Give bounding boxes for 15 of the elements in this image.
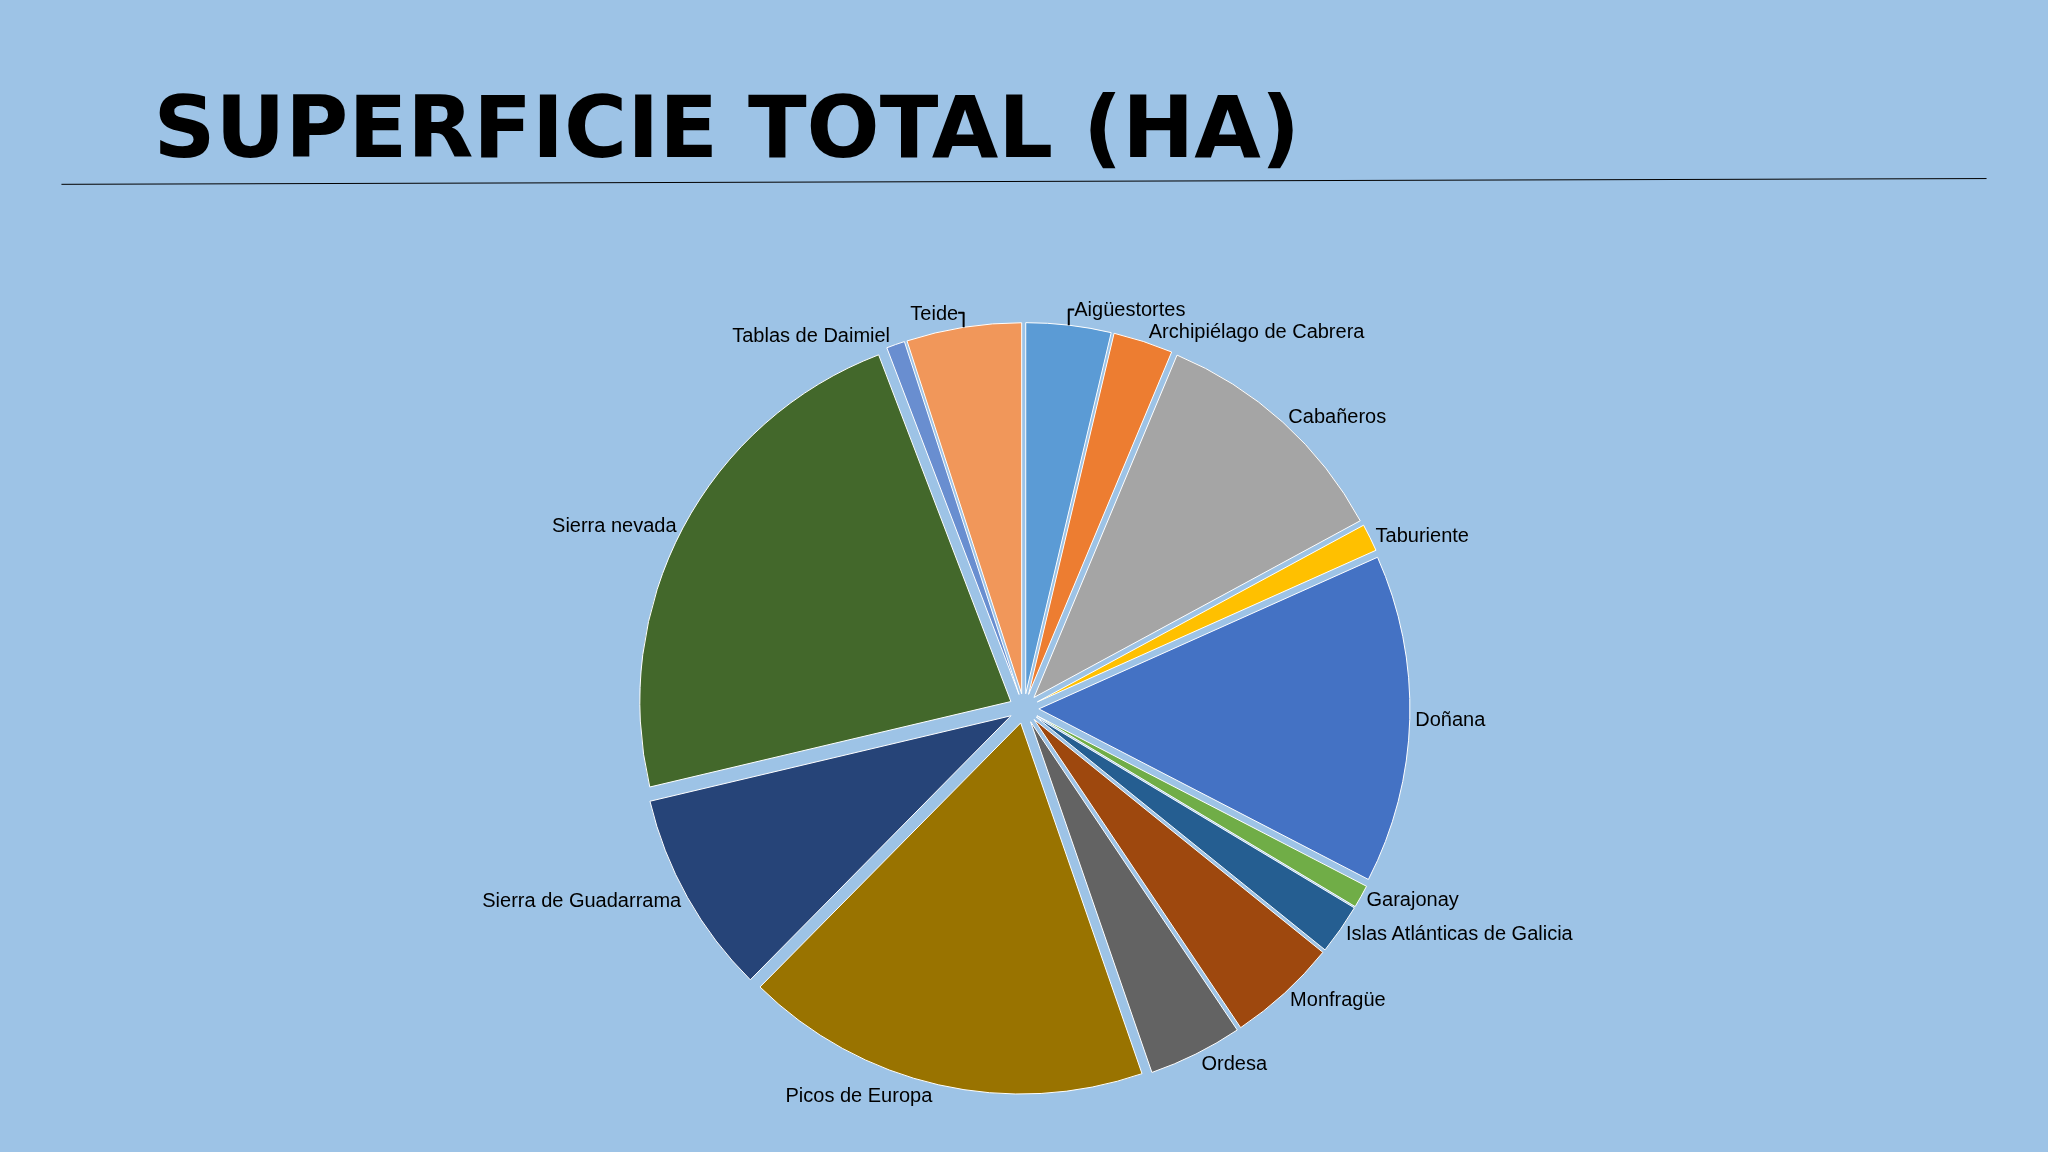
slice-label: Islas Atlánticas de Galicia [1345,922,1574,944]
slice-label: Archipiélago de Cabrera [1148,320,1366,343]
slice-label: Ordesa [1201,1051,1268,1074]
chart-title: SUPERFICIE TOTAL (HA) [153,76,1301,177]
slice-label: Teide [910,301,959,324]
slice-label: Sierra de Guadarrama [482,889,683,912]
slice-label: Doñana [1415,708,1487,731]
slice-label: Aigüestortes [1074,298,1186,321]
slice-label: Garajonay [1366,888,1459,911]
slice-label: Taburiente [1375,524,1469,547]
slice-label: Picos de Europa [785,1084,934,1107]
slice-label: Cabañeros [1288,405,1387,428]
slice-label: Monfragüe [1290,988,1386,1011]
slice-label: Sierra nevada [552,514,678,537]
slice-label: Tablas de Daimiel [732,323,891,346]
